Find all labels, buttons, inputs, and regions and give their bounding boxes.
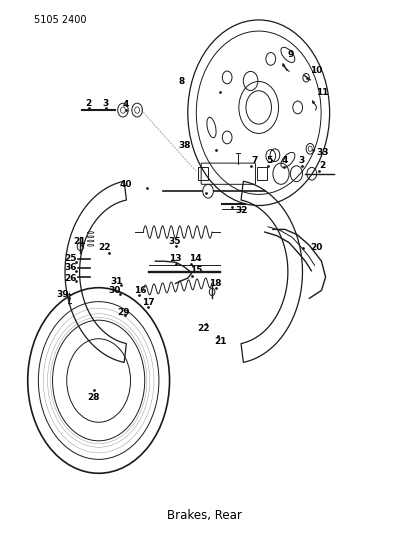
Text: 4: 4: [123, 100, 129, 109]
Text: 18: 18: [209, 279, 222, 288]
Text: 10: 10: [310, 66, 323, 75]
Text: 11: 11: [317, 88, 329, 97]
Text: 35: 35: [169, 237, 181, 246]
Text: 33: 33: [317, 148, 329, 157]
Text: 5105 2400: 5105 2400: [34, 15, 86, 25]
Text: 36: 36: [64, 263, 77, 272]
Text: 32: 32: [235, 206, 248, 215]
Text: 4: 4: [282, 156, 288, 165]
Text: 39: 39: [57, 290, 69, 299]
Text: 29: 29: [118, 308, 130, 317]
Text: 17: 17: [142, 298, 154, 307]
Text: 14: 14: [189, 254, 202, 263]
Text: 9: 9: [288, 50, 294, 59]
Text: 20: 20: [310, 244, 323, 253]
Text: 2: 2: [319, 161, 326, 170]
Text: 5: 5: [266, 156, 273, 165]
Text: 16: 16: [134, 286, 146, 295]
Text: 31: 31: [111, 277, 123, 286]
Text: 2: 2: [85, 99, 92, 108]
Text: 21: 21: [73, 237, 86, 246]
Text: 40: 40: [120, 180, 133, 189]
Text: 3: 3: [298, 156, 304, 165]
Text: 13: 13: [169, 254, 182, 263]
Text: 25: 25: [64, 254, 77, 263]
Text: 8: 8: [179, 77, 185, 86]
Text: 22: 22: [198, 324, 210, 333]
Text: 3: 3: [103, 99, 109, 108]
Text: Brakes, Rear: Brakes, Rear: [166, 509, 242, 522]
Text: 1: 1: [205, 185, 211, 194]
Text: 28: 28: [88, 393, 100, 402]
Text: 22: 22: [98, 244, 111, 253]
Text: 21: 21: [214, 337, 226, 346]
Circle shape: [203, 184, 213, 198]
Text: 26: 26: [64, 273, 77, 282]
Text: 15: 15: [191, 266, 203, 275]
Text: 30: 30: [109, 286, 121, 295]
Text: 38: 38: [179, 141, 191, 150]
Text: 7: 7: [251, 156, 258, 165]
